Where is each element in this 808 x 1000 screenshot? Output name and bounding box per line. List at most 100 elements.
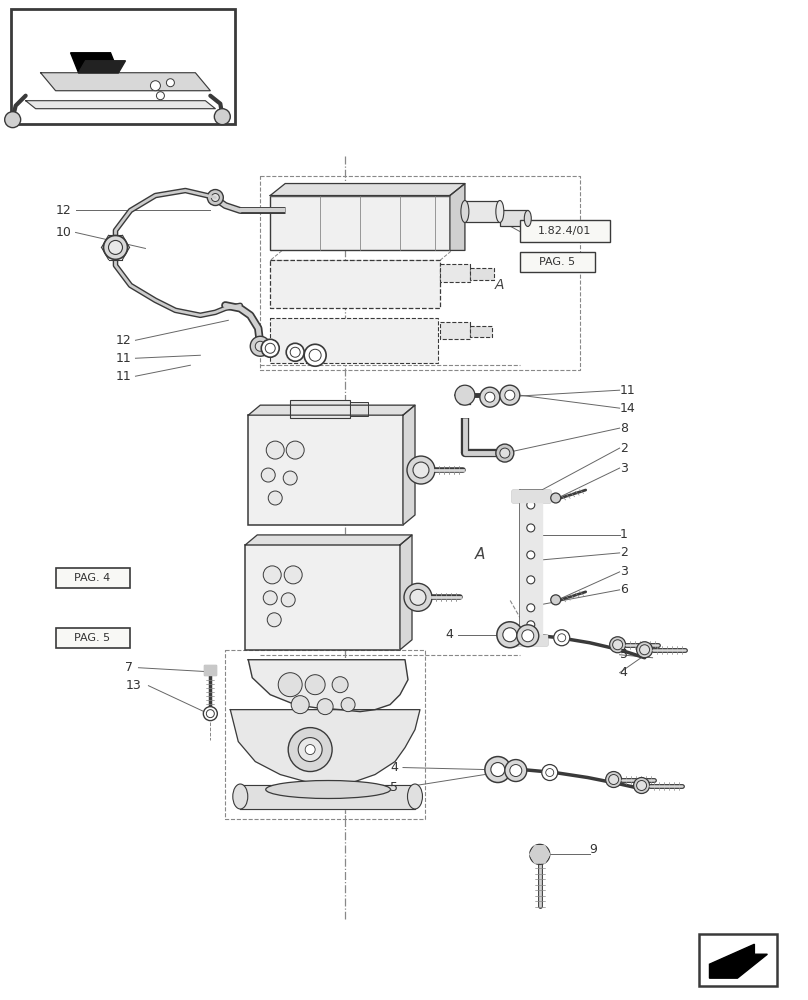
Polygon shape bbox=[400, 535, 412, 650]
Ellipse shape bbox=[233, 784, 248, 809]
Circle shape bbox=[637, 642, 653, 658]
Text: 12: 12 bbox=[116, 334, 131, 347]
Ellipse shape bbox=[496, 201, 504, 222]
Bar bbox=[515, 635, 547, 645]
Circle shape bbox=[290, 347, 301, 357]
Bar bbox=[700, 934, 777, 986]
Polygon shape bbox=[270, 184, 465, 196]
Text: 11: 11 bbox=[116, 370, 131, 383]
Circle shape bbox=[261, 339, 280, 357]
Bar bbox=[290, 400, 350, 418]
Circle shape bbox=[527, 551, 535, 559]
Circle shape bbox=[527, 604, 535, 612]
Circle shape bbox=[291, 696, 309, 714]
Bar bbox=[470, 326, 492, 337]
Text: 14: 14 bbox=[620, 402, 635, 415]
Text: 13: 13 bbox=[125, 679, 141, 692]
Bar bbox=[270, 260, 440, 308]
Circle shape bbox=[505, 390, 515, 400]
Text: 2: 2 bbox=[620, 442, 628, 455]
Circle shape bbox=[255, 341, 265, 351]
Circle shape bbox=[500, 448, 510, 458]
Polygon shape bbox=[540, 846, 549, 854]
Text: A: A bbox=[494, 278, 504, 292]
Polygon shape bbox=[403, 405, 415, 525]
Bar bbox=[11, 9, 235, 124]
Text: 5: 5 bbox=[390, 781, 398, 794]
Polygon shape bbox=[535, 854, 545, 863]
Bar bbox=[470, 268, 494, 280]
Polygon shape bbox=[515, 635, 547, 645]
Polygon shape bbox=[248, 405, 415, 415]
Polygon shape bbox=[520, 490, 541, 635]
Polygon shape bbox=[240, 785, 415, 809]
Text: 4: 4 bbox=[390, 761, 398, 774]
Text: 1: 1 bbox=[620, 528, 628, 541]
Circle shape bbox=[527, 576, 535, 584]
Circle shape bbox=[304, 344, 326, 366]
Circle shape bbox=[522, 630, 534, 642]
Circle shape bbox=[485, 392, 494, 402]
Circle shape bbox=[413, 462, 429, 478]
Circle shape bbox=[341, 698, 355, 712]
Polygon shape bbox=[26, 101, 215, 109]
Circle shape bbox=[612, 640, 623, 650]
Circle shape bbox=[157, 92, 164, 100]
Circle shape bbox=[318, 699, 333, 715]
Bar bbox=[204, 665, 217, 675]
Circle shape bbox=[5, 112, 21, 128]
Circle shape bbox=[305, 675, 325, 695]
Polygon shape bbox=[540, 854, 549, 863]
Bar bbox=[440, 322, 470, 339]
Circle shape bbox=[268, 491, 282, 505]
Circle shape bbox=[267, 441, 284, 459]
Text: PAG. 4: PAG. 4 bbox=[74, 573, 111, 583]
Polygon shape bbox=[709, 944, 768, 978]
Circle shape bbox=[214, 109, 230, 125]
Circle shape bbox=[527, 501, 535, 509]
Circle shape bbox=[103, 235, 128, 259]
Text: 9: 9 bbox=[590, 843, 598, 856]
Circle shape bbox=[551, 595, 561, 605]
Ellipse shape bbox=[266, 781, 390, 798]
Circle shape bbox=[490, 763, 505, 777]
Circle shape bbox=[497, 622, 523, 648]
Bar bbox=[56, 568, 130, 588]
Circle shape bbox=[480, 387, 500, 407]
Circle shape bbox=[281, 593, 295, 607]
Text: 1.82.4/01: 1.82.4/01 bbox=[538, 226, 591, 236]
Circle shape bbox=[206, 710, 214, 718]
Circle shape bbox=[267, 613, 281, 627]
Bar bbox=[520, 220, 610, 242]
Polygon shape bbox=[70, 53, 119, 73]
Polygon shape bbox=[450, 184, 465, 250]
Circle shape bbox=[286, 343, 304, 361]
Text: 3: 3 bbox=[620, 462, 628, 475]
Circle shape bbox=[265, 343, 276, 353]
Circle shape bbox=[166, 79, 175, 87]
Circle shape bbox=[284, 471, 297, 485]
Circle shape bbox=[610, 637, 625, 653]
Circle shape bbox=[263, 566, 281, 584]
Circle shape bbox=[485, 757, 511, 783]
Circle shape bbox=[606, 772, 621, 788]
Bar bbox=[511, 490, 549, 502]
Circle shape bbox=[510, 765, 522, 777]
Text: PAG. 5: PAG. 5 bbox=[539, 257, 574, 267]
Text: 12: 12 bbox=[56, 204, 71, 217]
Circle shape bbox=[558, 634, 566, 642]
Circle shape bbox=[278, 673, 302, 697]
Text: 10: 10 bbox=[56, 226, 71, 239]
Circle shape bbox=[517, 625, 539, 647]
Polygon shape bbox=[204, 665, 217, 675]
Bar bbox=[270, 196, 450, 250]
Circle shape bbox=[407, 456, 435, 484]
Bar bbox=[270, 318, 438, 363]
Bar bbox=[350, 402, 368, 416]
Circle shape bbox=[496, 444, 514, 462]
Circle shape bbox=[298, 738, 322, 762]
Bar bbox=[520, 490, 541, 635]
Circle shape bbox=[305, 745, 315, 755]
Circle shape bbox=[551, 493, 561, 503]
Text: PAG. 5: PAG. 5 bbox=[74, 633, 111, 643]
